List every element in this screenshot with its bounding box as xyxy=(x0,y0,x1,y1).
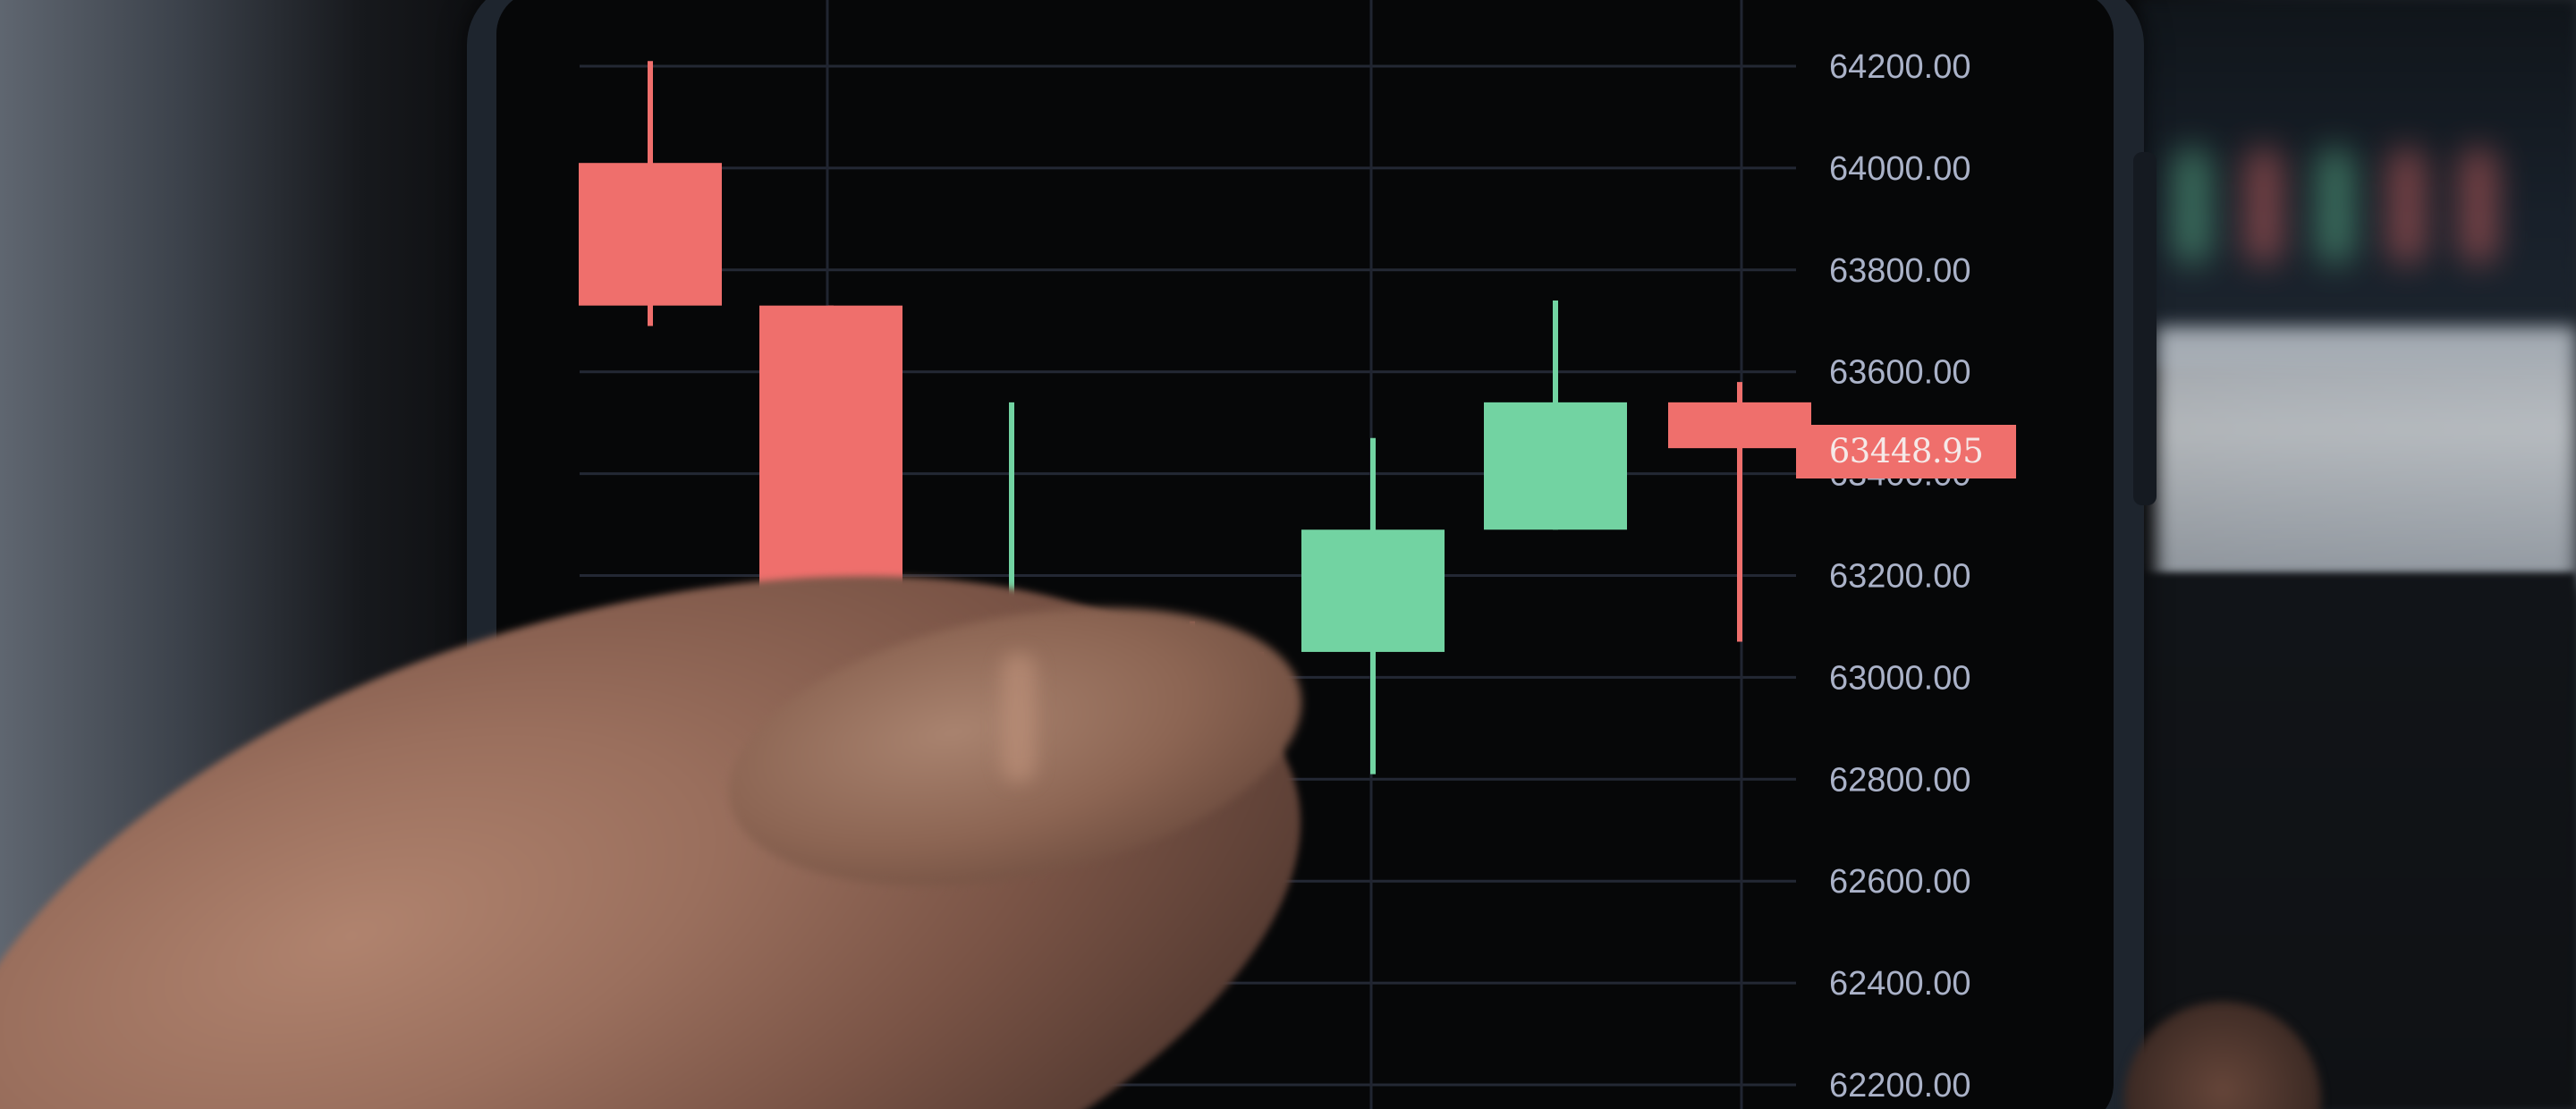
down-candle-body xyxy=(579,163,722,306)
up-candle-body xyxy=(1484,402,1627,530)
current-price-label: 63448.95 xyxy=(1796,425,2016,478)
y-axis-tick-label: 64000.00 xyxy=(1829,150,1971,188)
y-axis-tick-label: 63800.00 xyxy=(1829,252,1971,290)
background-green-glow xyxy=(2174,148,2211,264)
background-red-glow xyxy=(2388,148,2426,264)
background-red-glow xyxy=(2460,148,2497,264)
y-axis-tick-label: 62800.00 xyxy=(1829,761,1971,799)
background-green-glow xyxy=(2317,148,2354,264)
y-axis-tick-label: 64200.00 xyxy=(1829,48,1971,86)
y-axis-tick-label: 62400.00 xyxy=(1829,965,1971,1003)
finger-crease xyxy=(1002,653,1036,783)
y-axis-tick-label: 62600.00 xyxy=(1829,863,1971,901)
y-axis-tick-label: 63600.00 xyxy=(1829,354,1971,392)
down-candle-body xyxy=(1668,402,1811,449)
up-candle-body xyxy=(1301,529,1445,652)
y-axis-tick-label: 63200.00 xyxy=(1829,558,1971,596)
background-light-panel xyxy=(2156,326,2576,586)
y-axis-tick-label: 62200.00 xyxy=(1829,1067,1971,1105)
y-axis-tick-label: 63000.00 xyxy=(1829,659,1971,697)
phone-side-button xyxy=(2133,152,2157,505)
background-monitor xyxy=(2138,0,2576,367)
background-red-glow xyxy=(2245,148,2283,264)
